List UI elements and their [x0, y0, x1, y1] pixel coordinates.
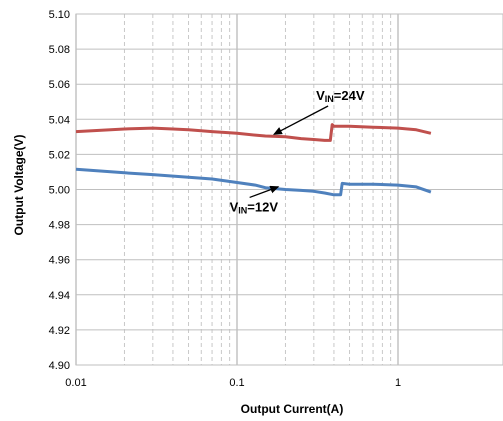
- y-tick-label: 4.92: [49, 325, 70, 337]
- x-tick-label: 0.1: [229, 377, 244, 389]
- annotation-arrow: [249, 185, 280, 199]
- y-tick-label: 5.00: [49, 185, 70, 197]
- x-tick-label: 1: [395, 377, 401, 389]
- x-tick-label: 0.01: [65, 377, 86, 389]
- series-group: [75, 123, 432, 197]
- y-tick-label: 5.08: [49, 44, 70, 56]
- annotations: VIN=24V VIN=12V: [230, 88, 365, 215]
- y-tick-label: 4.98: [49, 220, 70, 232]
- x-tick-labels: 0.01 0.1 1: [65, 377, 401, 389]
- y-tick-label: 4.96: [49, 255, 70, 267]
- annotation-label: VIN=12V: [230, 199, 279, 215]
- y-tick-label: 5.06: [49, 79, 70, 91]
- y-axis-title: Output Voltage(V): [12, 134, 26, 235]
- y-tick-label: 4.94: [49, 290, 70, 302]
- annotation-arrow: [272, 105, 329, 135]
- y-tick-label: 5.02: [49, 149, 70, 161]
- annotation-label: VIN=24V: [316, 88, 365, 104]
- series-line: [75, 123, 432, 142]
- y-tick-labels: 4.90 4.92 4.94 4.96 4.98 5.00 5.02 5.04 5.06 5.08…: [49, 9, 70, 372]
- series-line: [75, 167, 432, 197]
- y-tick-label: 5.10: [49, 9, 70, 21]
- x-axis-title: Output Current(A): [241, 402, 344, 416]
- y-tick-label: 4.90: [49, 360, 70, 372]
- grid: [75, 13, 503, 366]
- y-tick-label: 5.04: [49, 114, 70, 126]
